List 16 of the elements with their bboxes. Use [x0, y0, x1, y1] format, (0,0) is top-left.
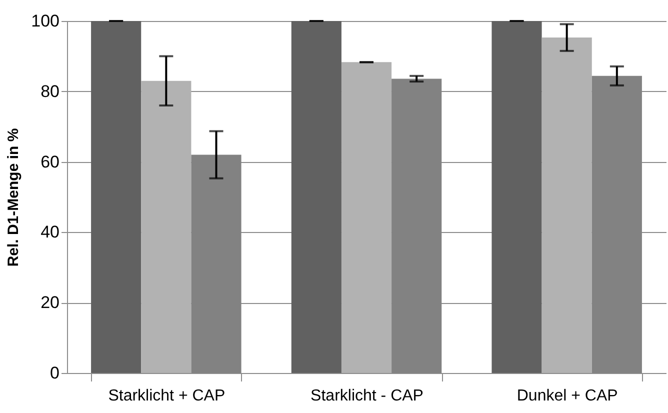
- bar: [341, 62, 392, 373]
- x-tick-label: Starklicht - CAP: [310, 388, 424, 404]
- y-tick-label: 20: [40, 293, 60, 312]
- bar: [291, 21, 342, 373]
- y-tick-label: 0: [50, 364, 60, 382]
- bar: [542, 38, 592, 373]
- y-tick-label: 80: [40, 82, 60, 101]
- y-tick-label: 100: [31, 12, 60, 30]
- x-tick-label: Starklicht + CAP: [108, 388, 226, 404]
- bar: [91, 21, 142, 373]
- y-tick-label: 40: [40, 222, 60, 242]
- y-tick-label: 60: [40, 152, 60, 172]
- bar: [141, 80, 192, 373]
- x-tick-label: Dunkel + CAP: [516, 388, 618, 404]
- bar: [492, 21, 542, 373]
- y-axis-title: Rel. D1-Menge in %: [5, 128, 22, 267]
